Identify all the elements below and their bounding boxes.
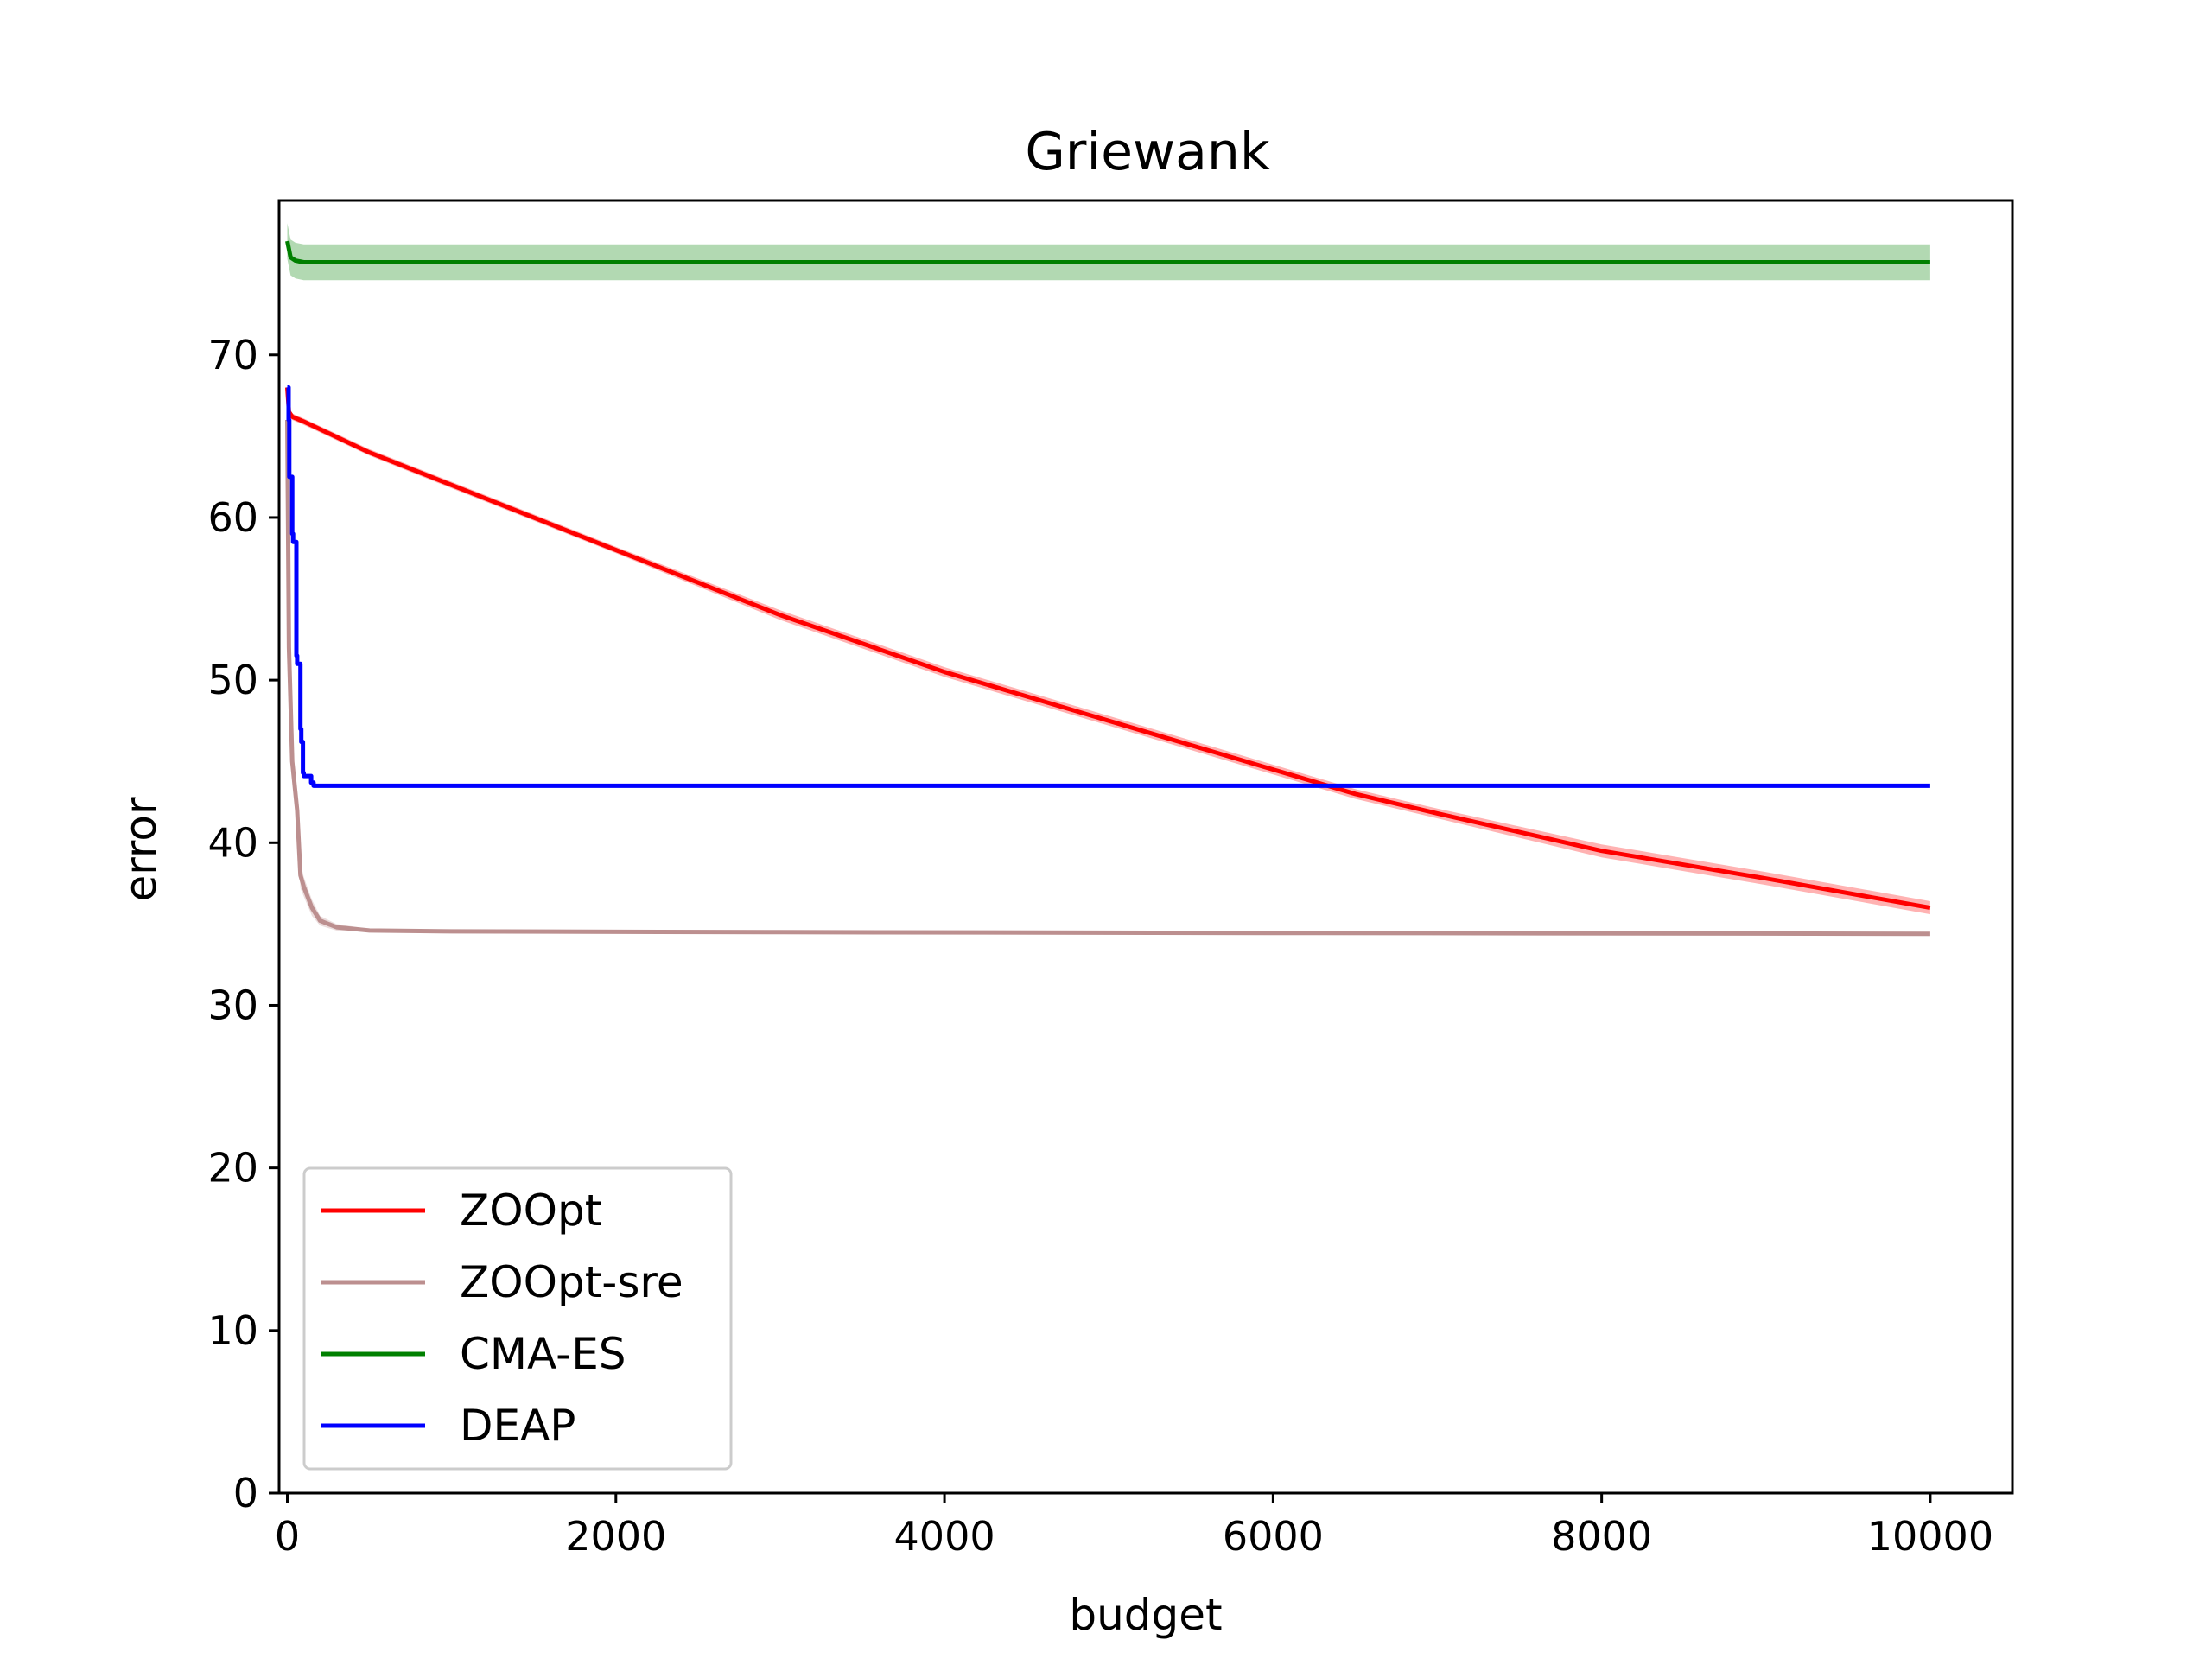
y-tick-label: 20	[207, 1145, 258, 1192]
x-tick-label: 0	[275, 1513, 300, 1560]
x-tick-label: 8000	[1551, 1513, 1652, 1560]
legend-label-deap: DEAP	[460, 1401, 575, 1451]
legend: ZOOpt ZOOpt-sre CMA-ES DEAP	[302, 1166, 733, 1471]
series-line-cma-es	[285, 240, 1930, 264]
series-band-cma-es	[287, 223, 1930, 281]
y-tick-label: 50	[207, 657, 258, 703]
plot-area	[285, 223, 1931, 937]
y-tick-label: 10	[207, 1307, 258, 1354]
x-tick-label: 2000	[565, 1513, 666, 1560]
x-axis-label: budget	[1069, 1590, 1222, 1640]
y-tick-label: 0	[233, 1470, 258, 1516]
x-tick-label: 4000	[894, 1513, 995, 1560]
x-tick-label: 6000	[1223, 1513, 1324, 1560]
series-line-zoopt	[285, 387, 1931, 911]
series-line-deap	[286, 385, 1930, 788]
series-line-zoopt-sre	[285, 419, 1930, 937]
legend-label-zoopt-sre: ZOOpt-sre	[460, 1257, 683, 1307]
y-axis-label: error	[116, 797, 166, 901]
legend-label-zoopt: ZOOpt	[460, 1185, 601, 1236]
legend-label-cma-es: CMA-ES	[460, 1329, 626, 1379]
y-tick-label: 30	[207, 982, 258, 1028]
legend-box	[302, 1166, 733, 1471]
y-tick-label: 40	[207, 819, 258, 866]
x-tick-label: 10000	[1867, 1513, 1993, 1560]
y-tick-label: 60	[207, 494, 258, 541]
axis-ticks: 0 2000 4000 6000 8000 10000 0 10 20 30 40 50 60 70	[207, 332, 1993, 1560]
chart-title: Griewank	[1025, 122, 1270, 182]
y-tick-label: 70	[207, 332, 258, 378]
axes-frame	[277, 199, 2014, 1495]
